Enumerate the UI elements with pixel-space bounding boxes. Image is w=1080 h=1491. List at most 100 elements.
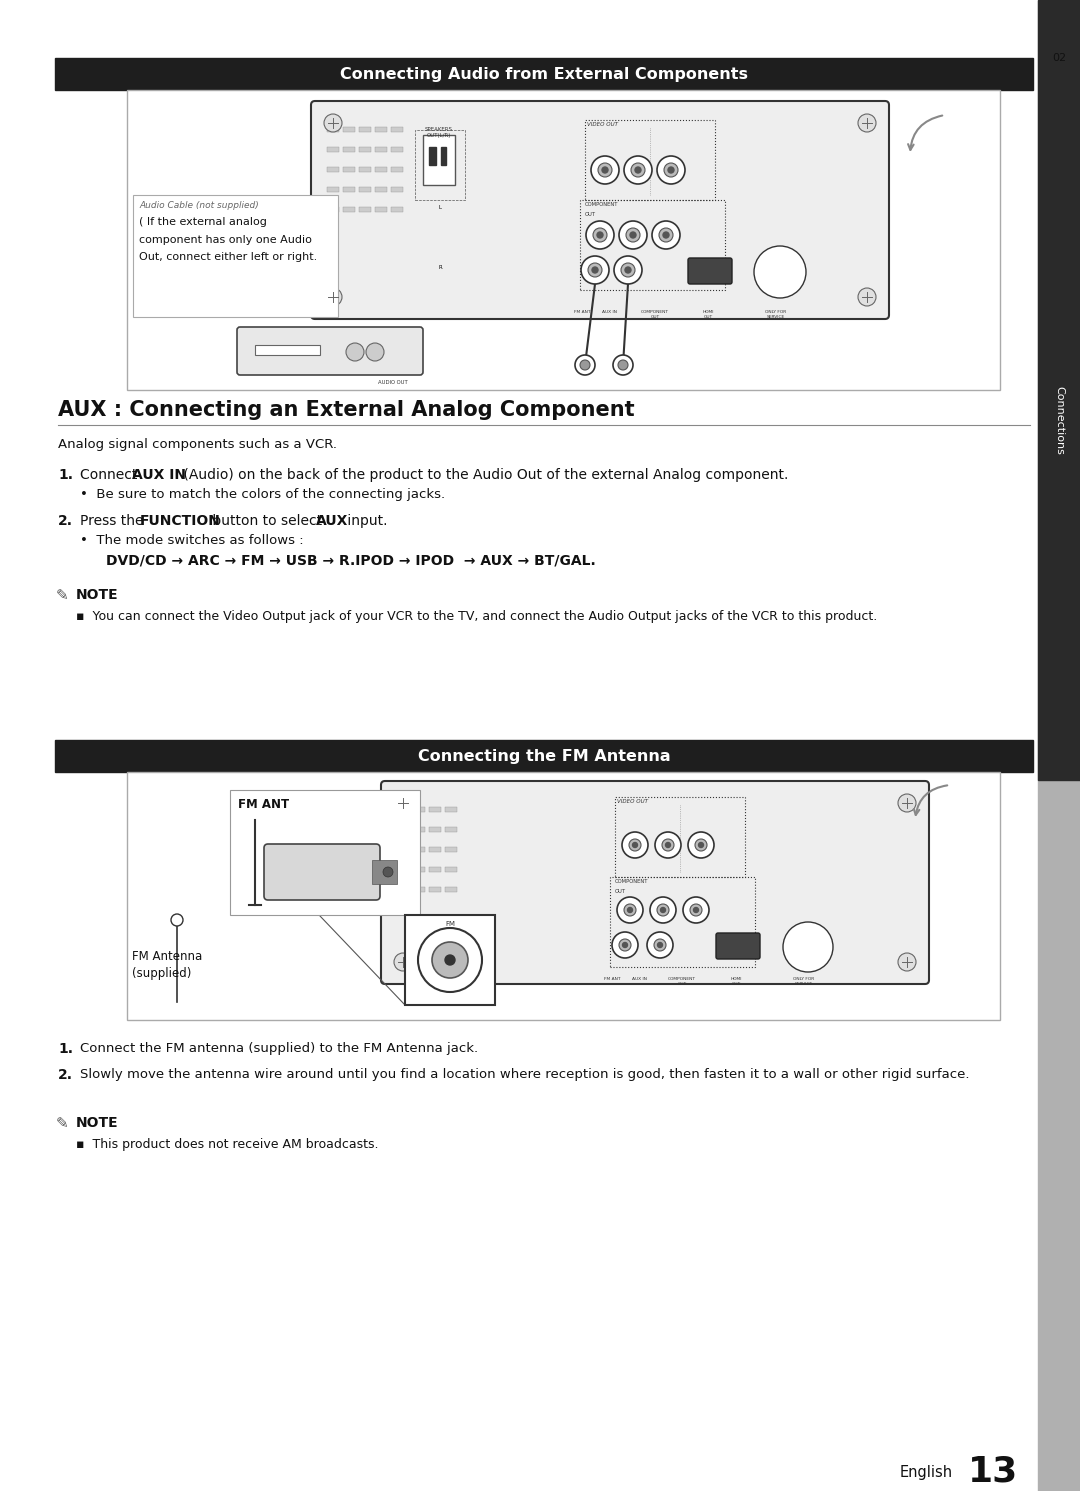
Bar (429, 866, 441, 872)
Text: AUX IN: AUX IN (603, 310, 618, 315)
Text: FUNCTION: FUNCTION (140, 514, 221, 528)
Bar (343, 127, 355, 133)
Circle shape (654, 939, 666, 951)
FancyBboxPatch shape (381, 781, 929, 984)
Text: SPEAKERS
OUT(L/R): SPEAKERS OUT(L/R) (426, 127, 453, 137)
FancyBboxPatch shape (311, 101, 889, 319)
Bar (615, 798, 745, 877)
Circle shape (613, 355, 633, 376)
Text: FM ANT: FM ANT (573, 310, 591, 315)
Circle shape (346, 343, 364, 361)
Bar (397, 866, 409, 872)
Circle shape (654, 832, 681, 857)
Bar (375, 167, 387, 171)
Circle shape (631, 163, 645, 177)
Text: Connect: Connect (80, 468, 141, 482)
Text: Analog signal components such as a VCR.: Analog signal components such as a VCR. (58, 438, 337, 450)
Text: FM ANT: FM ANT (238, 798, 289, 811)
Bar (55, 58, 1032, 89)
Circle shape (647, 932, 673, 959)
Bar (580, 200, 725, 291)
Circle shape (622, 832, 648, 857)
Bar (445, 807, 457, 813)
Bar (391, 186, 403, 192)
FancyBboxPatch shape (264, 844, 380, 901)
Text: AUX: AUX (316, 514, 349, 528)
Circle shape (626, 228, 640, 242)
Circle shape (618, 359, 627, 370)
Circle shape (627, 908, 633, 912)
Text: ▪  This product does not receive AM broadcasts.: ▪ This product does not receive AM broad… (76, 1138, 378, 1151)
Bar (133, 195, 338, 318)
Bar (429, 887, 441, 892)
Bar (1038, 0, 1080, 780)
Bar (372, 860, 397, 884)
Circle shape (665, 842, 671, 847)
Bar (359, 186, 372, 192)
Text: OUT: OUT (585, 212, 596, 218)
Bar (445, 828, 457, 832)
Text: FM ANT: FM ANT (604, 977, 620, 981)
Circle shape (591, 157, 619, 183)
Text: OUT: OUT (615, 889, 626, 895)
Bar (413, 887, 426, 892)
Bar (413, 847, 426, 851)
Text: NOTE: NOTE (76, 587, 119, 602)
Bar (343, 186, 355, 192)
Circle shape (693, 908, 699, 912)
Bar (255, 344, 320, 355)
Circle shape (597, 233, 603, 239)
Circle shape (588, 262, 602, 277)
Text: AUX IN: AUX IN (132, 468, 186, 482)
Bar (230, 790, 420, 915)
Circle shape (586, 221, 615, 249)
Text: ✎: ✎ (56, 587, 69, 602)
Bar (413, 807, 426, 813)
Text: 1.: 1. (58, 1042, 73, 1056)
Bar (359, 167, 372, 171)
Text: DVD/CD → ARC → FM → USB → R.IPOD → IPOD  → AUX → BT/GAL.: DVD/CD → ARC → FM → USB → R.IPOD → IPOD … (106, 555, 596, 568)
Circle shape (652, 221, 680, 249)
Bar (127, 772, 1000, 1020)
Bar (391, 207, 403, 212)
Bar (397, 828, 409, 832)
Circle shape (635, 167, 642, 173)
Text: 2.: 2. (58, 514, 73, 528)
Text: component has only one Audio: component has only one Audio (139, 236, 312, 245)
Text: VIDEO OUT: VIDEO OUT (588, 122, 618, 127)
Bar (423, 136, 455, 185)
Text: English: English (900, 1464, 954, 1479)
Circle shape (593, 228, 607, 242)
Circle shape (598, 163, 612, 177)
Circle shape (699, 842, 703, 847)
Circle shape (592, 267, 598, 273)
Bar (375, 207, 387, 212)
Bar (610, 877, 755, 968)
Circle shape (783, 921, 833, 972)
Text: ( If the external analog: ( If the external analog (139, 218, 267, 227)
Circle shape (602, 167, 608, 173)
Circle shape (366, 343, 384, 361)
Text: 13: 13 (968, 1455, 1018, 1490)
Bar (397, 847, 409, 851)
Text: VIDEO OUT: VIDEO OUT (617, 799, 648, 804)
Circle shape (624, 157, 652, 183)
Bar (327, 127, 339, 133)
Text: ▪  You can connect the Video Output jack of your VCR to the TV, and connect the : ▪ You can connect the Video Output jack … (76, 610, 877, 623)
Circle shape (624, 904, 636, 915)
Circle shape (858, 288, 876, 306)
Text: Out, connect either left or right.: Out, connect either left or right. (139, 252, 318, 262)
Bar (585, 119, 715, 200)
Circle shape (580, 359, 590, 370)
FancyBboxPatch shape (688, 258, 732, 283)
Circle shape (754, 246, 806, 298)
Circle shape (683, 898, 708, 923)
Bar (343, 167, 355, 171)
Circle shape (581, 256, 609, 283)
Circle shape (659, 228, 673, 242)
Circle shape (619, 939, 631, 951)
Text: Connect the FM antenna (supplied) to the FM Antenna jack.: Connect the FM antenna (supplied) to the… (80, 1042, 478, 1056)
Text: COMPONENT: COMPONENT (585, 201, 619, 207)
Circle shape (657, 904, 669, 915)
Circle shape (662, 839, 674, 851)
